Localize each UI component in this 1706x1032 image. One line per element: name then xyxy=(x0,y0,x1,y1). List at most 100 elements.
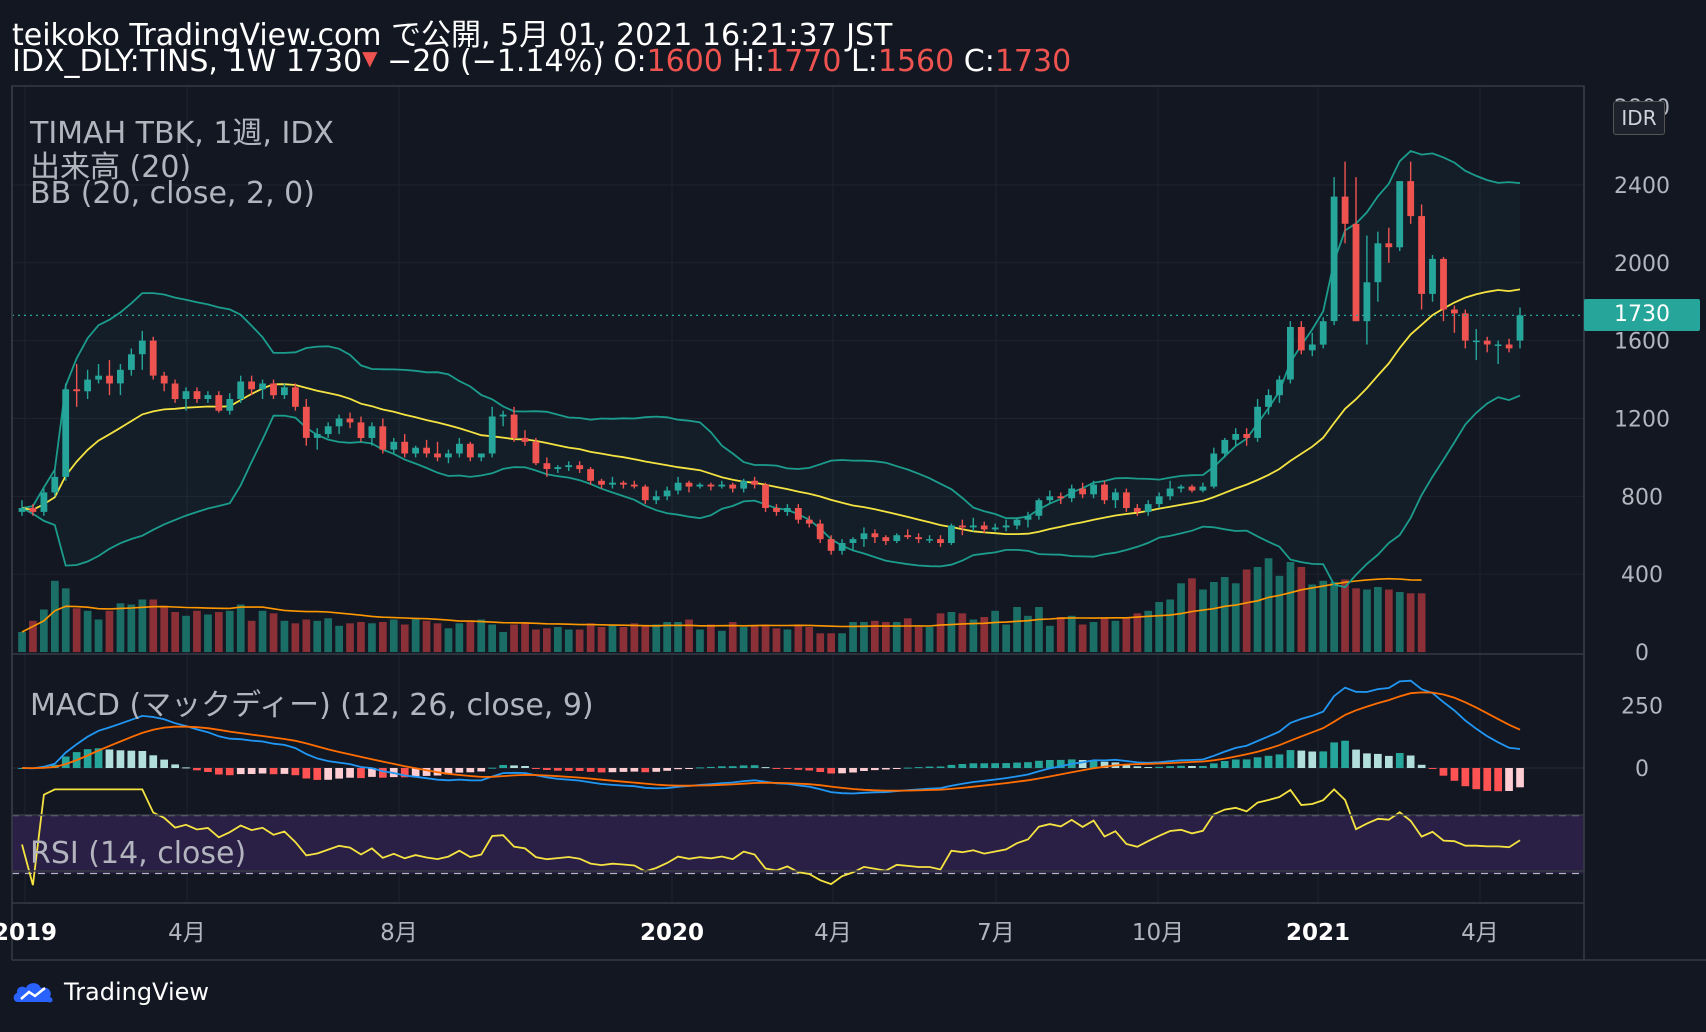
macd-histogram-bar xyxy=(947,764,956,768)
candle-body xyxy=(423,447,430,454)
candle-body xyxy=(95,375,102,380)
candle-body xyxy=(1505,344,1513,349)
volume-bar xyxy=(1275,575,1284,653)
macd-histogram-bar xyxy=(564,768,573,771)
volume-bars xyxy=(18,558,1426,653)
macd-histogram-bar xyxy=(400,768,409,778)
volume-bar xyxy=(116,603,125,653)
volume-bar xyxy=(346,623,354,653)
candle-body xyxy=(1494,344,1502,346)
time-axis-label: 10月 xyxy=(1132,920,1184,946)
macd-histogram-bar xyxy=(324,768,332,780)
volume-bar xyxy=(739,627,748,652)
candle-body xyxy=(1472,340,1480,343)
macd-histogram-bar xyxy=(914,767,923,769)
candle-body xyxy=(390,441,398,450)
macd-histogram-bar xyxy=(1450,768,1459,781)
candle-body xyxy=(532,441,540,464)
macd-histogram-bar xyxy=(1100,761,1109,768)
candle-body xyxy=(149,340,157,376)
candle-body xyxy=(499,414,507,417)
candle-body xyxy=(1265,395,1272,407)
candle-body xyxy=(1024,515,1032,520)
volume-bar xyxy=(980,617,989,652)
macd-histogram-bar xyxy=(1253,757,1262,768)
volume-bar xyxy=(455,623,464,653)
volume-bar xyxy=(794,624,803,652)
candle-body xyxy=(456,443,463,454)
candle-body xyxy=(849,539,857,543)
volume-bar xyxy=(641,625,650,653)
candle-body xyxy=(1046,496,1054,501)
macd-histogram-bar xyxy=(532,768,540,769)
volume-bar xyxy=(236,604,245,652)
volume-bar xyxy=(127,604,136,652)
macd-histogram-bar xyxy=(991,763,999,768)
candle-body xyxy=(1385,243,1393,248)
candle-body xyxy=(1112,492,1119,501)
candle-body xyxy=(718,484,726,487)
legend-bb: BB (20, close, 2, 0) xyxy=(30,176,315,211)
candlesticks[interactable] xyxy=(12,161,1584,555)
macd-histogram-bar xyxy=(499,765,507,768)
candle-body xyxy=(1330,196,1338,322)
candle-body xyxy=(663,490,671,497)
open-label: O: xyxy=(613,44,647,79)
macd-histogram-bar xyxy=(1035,760,1043,768)
candle-body xyxy=(937,539,944,543)
volume-bar xyxy=(105,610,114,653)
macd-histogram-bar xyxy=(422,768,431,776)
macd-histogram-bar xyxy=(1013,762,1021,768)
volume-bar xyxy=(433,623,442,653)
candle-body xyxy=(565,465,573,468)
time-axis-label: 4月 xyxy=(168,920,206,946)
macd-histogram-bar xyxy=(1516,768,1524,788)
candle-body xyxy=(1418,216,1425,294)
volume-bar xyxy=(1385,589,1393,652)
candle-body xyxy=(576,465,584,470)
candle-body xyxy=(816,523,824,540)
macd-histogram-bar xyxy=(204,768,212,772)
macd-histogram-bar xyxy=(1385,755,1393,768)
volume-bar xyxy=(400,624,409,652)
macd-histogram-bar xyxy=(958,764,967,768)
volume-bar xyxy=(138,599,147,652)
candle-body xyxy=(641,486,649,501)
candle-body xyxy=(248,381,255,390)
macd-histogram-bar xyxy=(444,768,453,775)
volume-bar xyxy=(269,613,278,653)
macd-histogram-bar xyxy=(1089,760,1098,768)
macd-histogram-bar xyxy=(1144,767,1153,768)
close-label: C: xyxy=(963,44,995,79)
rsi-line xyxy=(21,788,1521,886)
macd-histogram-bar xyxy=(805,768,814,771)
candle-body xyxy=(652,496,660,501)
candle-body xyxy=(1254,406,1261,438)
bb-lower-line xyxy=(21,394,1521,589)
volume-bar xyxy=(1417,593,1426,653)
macd-histogram-bar xyxy=(1494,768,1502,792)
volume-bar xyxy=(215,612,223,652)
candle-body xyxy=(84,379,91,392)
macd-histogram-bar xyxy=(718,766,726,768)
macd-histogram-bar xyxy=(466,768,475,773)
candle-body xyxy=(18,508,26,512)
volume-bar xyxy=(827,633,835,653)
currency-badge[interactable]: IDR xyxy=(1613,101,1665,135)
bb-background xyxy=(22,151,1520,588)
candle-body xyxy=(1440,258,1447,310)
volume-bar xyxy=(204,614,212,652)
macd-histogram-bar xyxy=(652,768,661,772)
header-symbol-line: IDX_DLY:TINS, 1W 1730▼ −20 (−1.14%) O:16… xyxy=(12,44,1071,79)
volume-bar xyxy=(51,580,59,653)
macd-histogram-bar xyxy=(138,751,147,768)
candle-body xyxy=(466,443,474,458)
macd-histogram-bar xyxy=(269,768,278,775)
price-tick-label: 0 xyxy=(1635,641,1649,666)
volume-bar xyxy=(1155,602,1163,652)
volume-bar xyxy=(1078,624,1087,652)
macd-histogram-bar xyxy=(193,768,201,771)
candle-body xyxy=(1090,484,1097,495)
macd-histogram-bar xyxy=(236,768,245,775)
